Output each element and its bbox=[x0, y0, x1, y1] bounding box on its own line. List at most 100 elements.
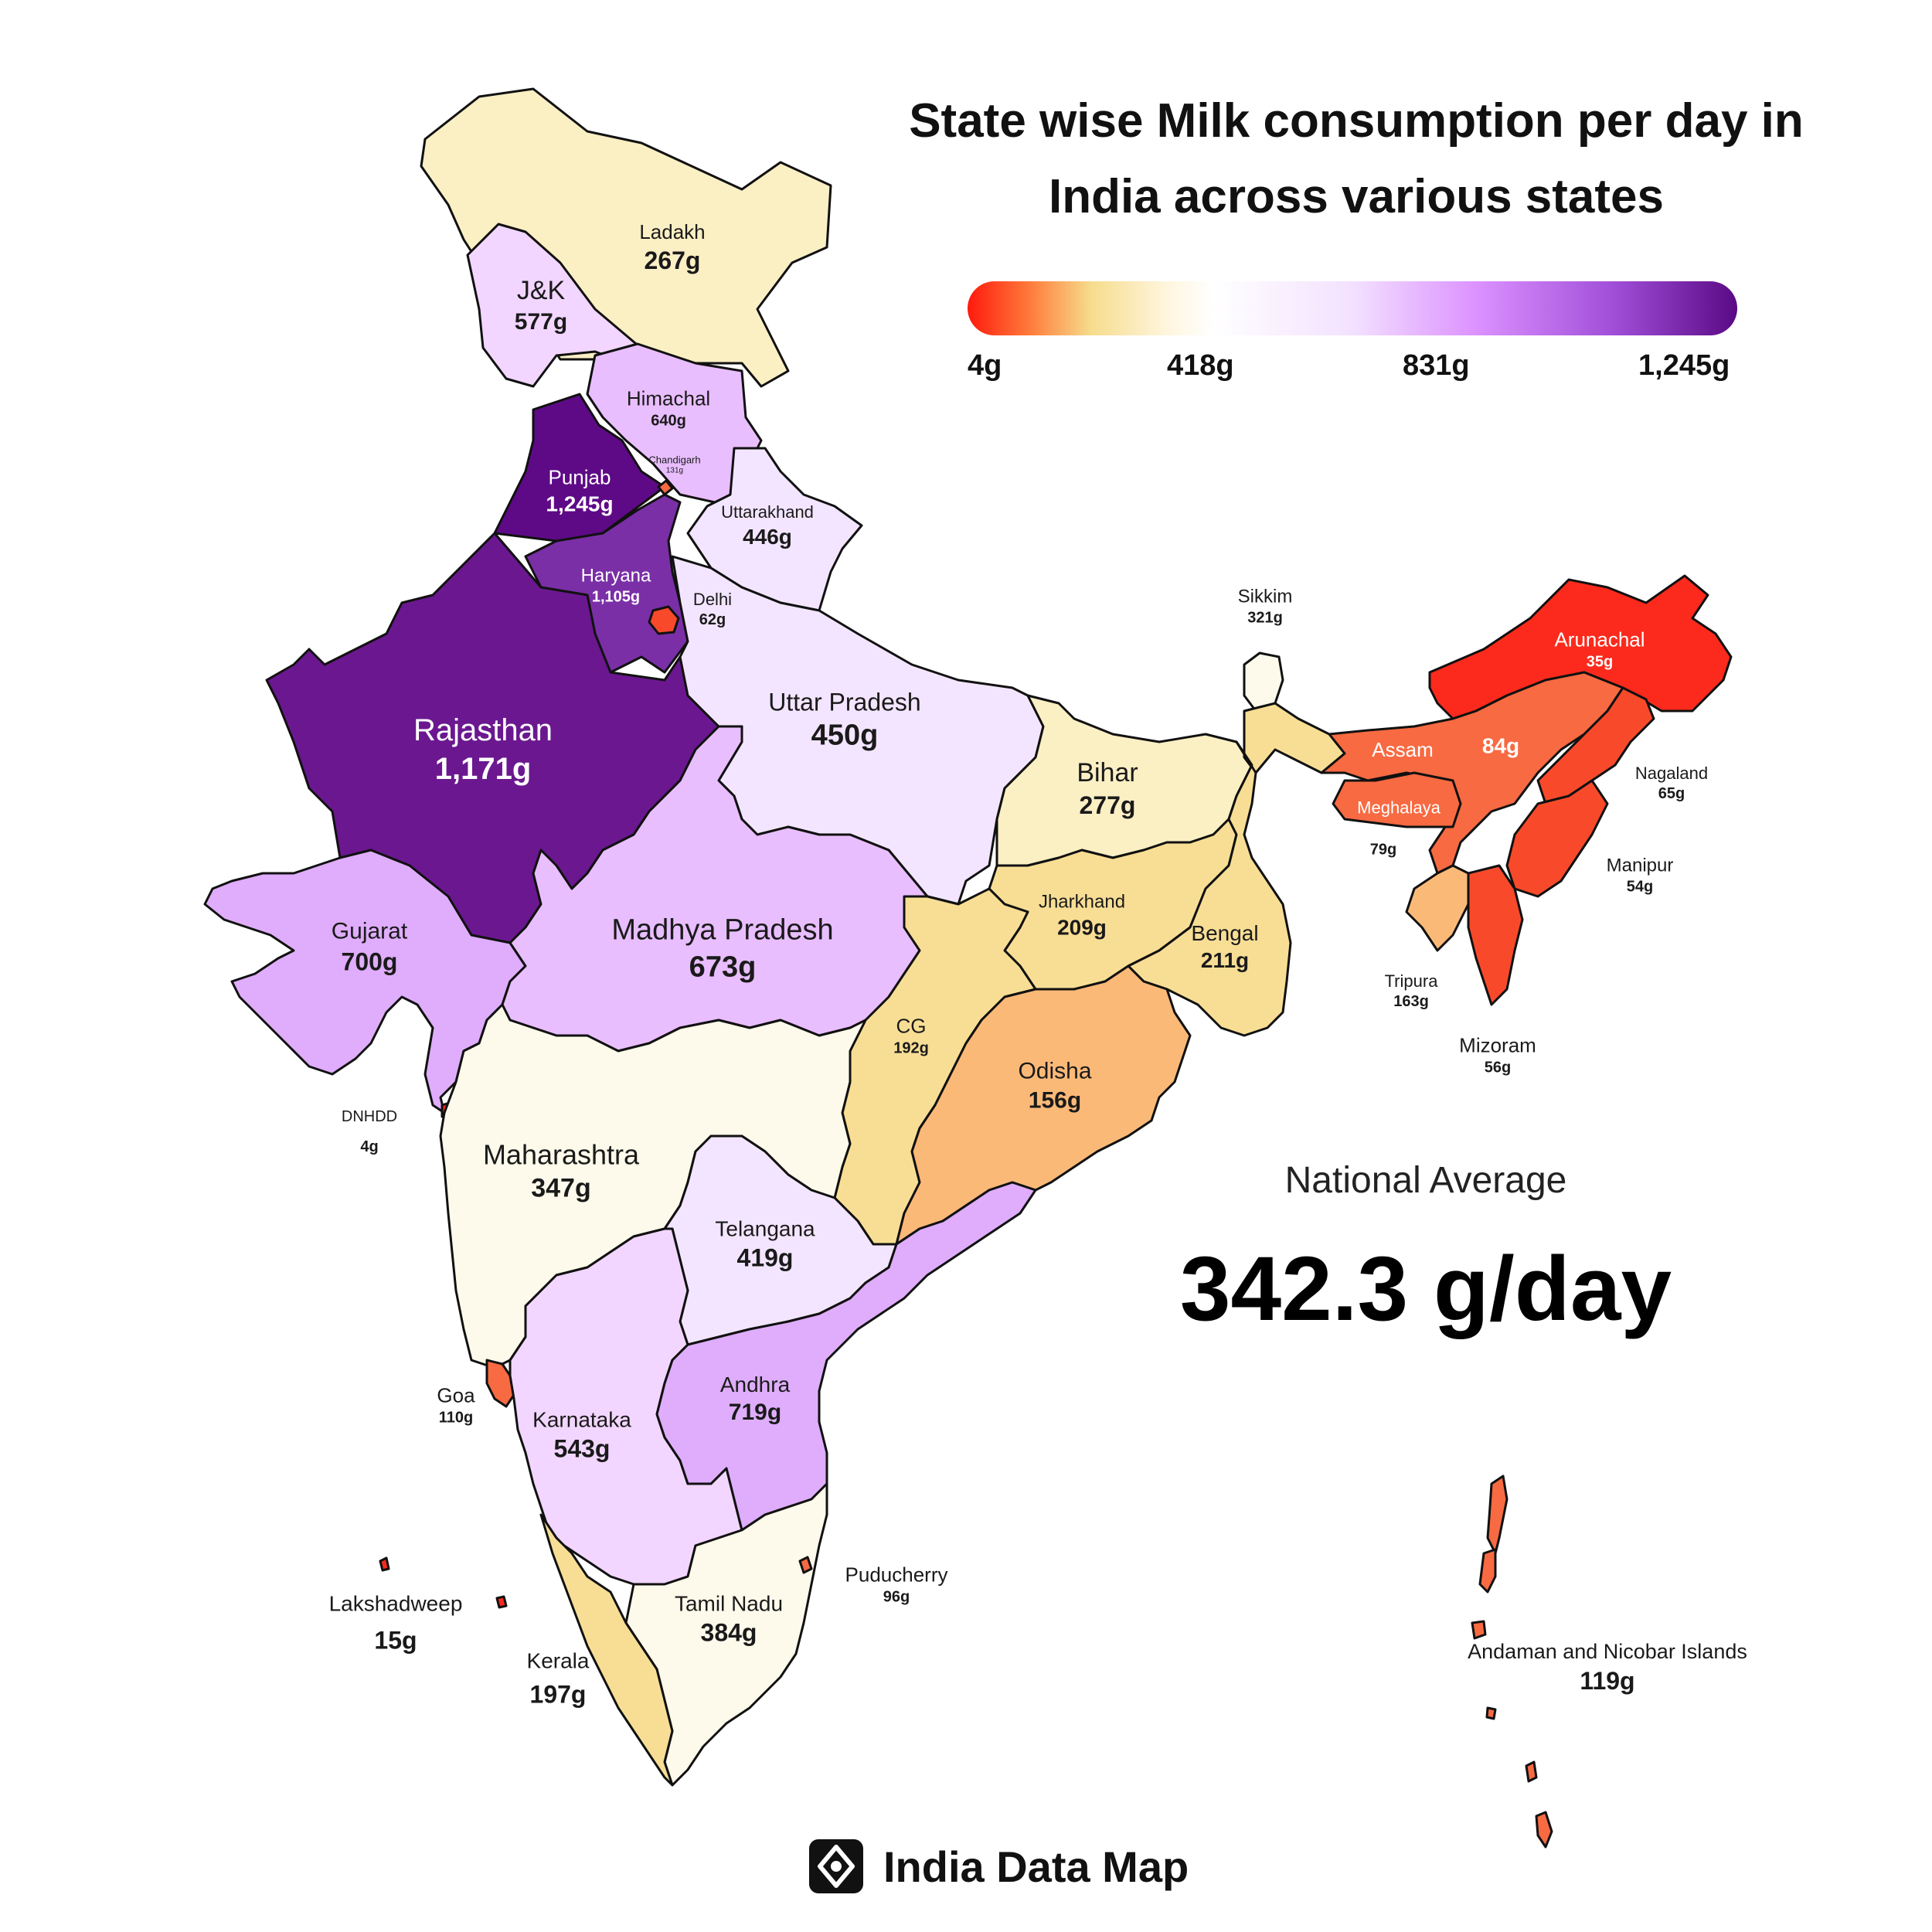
color-legend-bar bbox=[968, 281, 1737, 335]
state-value: 347g bbox=[531, 1173, 591, 1203]
label-ladakh: Ladakh 267g bbox=[639, 219, 705, 276]
state-value: 35g bbox=[1586, 652, 1614, 670]
state-shape-bengal-north[interactable] bbox=[1243, 702, 1346, 774]
chart-title: State wise Milk consumption per day in I… bbox=[909, 94, 1804, 223]
state-shape-andaman-2[interactable] bbox=[1478, 1548, 1497, 1594]
state-name: CG bbox=[896, 1014, 927, 1038]
state-name: Uttar Pradesh bbox=[768, 688, 921, 716]
label-mizoram: Mizoram 56g bbox=[1459, 1032, 1536, 1077]
state-name: Andaman and Nicobar Islands bbox=[1468, 1640, 1747, 1664]
state-value: 96g bbox=[883, 1587, 910, 1605]
legend-tick-min: 4g bbox=[968, 349, 1002, 382]
state-name: Lakshadweep bbox=[328, 1591, 463, 1616]
label-delhi: Delhi 62g bbox=[693, 589, 732, 630]
label-uttarakhand: Uttarakhand 446g bbox=[721, 502, 814, 550]
label-karnataka: Karnataka 543g bbox=[532, 1406, 631, 1464]
state-shape-nagaland[interactable] bbox=[1536, 686, 1655, 805]
state-name: Haryana bbox=[580, 565, 651, 587]
state-name: Andhra bbox=[719, 1372, 791, 1396]
state-value: 119g bbox=[1580, 1666, 1635, 1695]
state-name: Odisha bbox=[1018, 1058, 1092, 1084]
legend-tick-2: 418g bbox=[1167, 349, 1234, 382]
state-shape-lakshadweep-b[interactable] bbox=[495, 1595, 508, 1609]
state-name: Maharashtra bbox=[482, 1138, 640, 1171]
label-lakshadweep: Lakshadweep 15g bbox=[329, 1590, 463, 1656]
state-shape-bengal[interactable] bbox=[1127, 740, 1292, 1037]
state-value: 719g bbox=[728, 1399, 782, 1425]
state-shape-delhi[interactable] bbox=[648, 605, 680, 635]
state-shape-uttarakhand[interactable] bbox=[686, 447, 863, 612]
state-name: Puducherry bbox=[845, 1563, 948, 1587]
state-value: 209g bbox=[1057, 915, 1107, 940]
state-name: Meghalaya bbox=[1357, 798, 1440, 818]
state-shape-andaman-1[interactable] bbox=[1486, 1475, 1509, 1555]
state-shape-andaman-6[interactable] bbox=[1535, 1811, 1553, 1849]
state-shape-kerala[interactable] bbox=[539, 1513, 674, 1787]
brand-name: India Data Map bbox=[883, 1842, 1189, 1891]
state-value: 65g bbox=[1658, 784, 1685, 802]
label-andaman: Andaman and Nicobar Islands 119g bbox=[1468, 1639, 1747, 1696]
label-punjab: Punjab 1,245g bbox=[546, 464, 613, 517]
state-value: 156g bbox=[1028, 1087, 1082, 1113]
legend-tick-max: 1,245g bbox=[1638, 349, 1730, 382]
label-kerala: Kerala 197g bbox=[527, 1648, 590, 1710]
state-shape-tripura[interactable] bbox=[1405, 864, 1470, 952]
state-value: 277g bbox=[1079, 791, 1136, 819]
label-meghalaya-value: 79g bbox=[1370, 841, 1396, 860]
label-odisha: Odisha 156g bbox=[1018, 1057, 1091, 1115]
state-shape-puducherry[interactable] bbox=[798, 1556, 813, 1574]
label-up: Uttar Pradesh 450g bbox=[768, 686, 920, 754]
state-name: Uttarakhand bbox=[721, 502, 814, 522]
state-value: 419g bbox=[736, 1243, 794, 1272]
label-bengal: Bengal 211g bbox=[1191, 920, 1258, 974]
state-shape-manipur[interactable] bbox=[1505, 779, 1609, 898]
state-name: Mizoram bbox=[1459, 1033, 1536, 1057]
state-value: 577g bbox=[514, 308, 568, 335]
state-value: 446g bbox=[743, 524, 792, 549]
label-gujarat: Gujarat 700g bbox=[332, 917, 407, 977]
state-name: Chandigarh bbox=[648, 454, 701, 466]
state-value: 543g bbox=[553, 1434, 611, 1463]
state-name: Madhya Pradesh bbox=[611, 913, 834, 947]
state-value: 267g bbox=[644, 246, 701, 274]
state-value: 15g bbox=[374, 1626, 417, 1655]
label-andhra: Andhra 719g bbox=[720, 1371, 790, 1427]
state-shape-chandigarh[interactable] bbox=[657, 479, 674, 496]
legend-tick-3: 831g bbox=[1403, 349, 1470, 382]
state-shape-assam[interactable] bbox=[1320, 671, 1624, 875]
state-shape-meghalaya[interactable] bbox=[1332, 771, 1462, 828]
state-name: Bengal bbox=[1191, 921, 1259, 945]
label-chandigarh: Chandigarh 131g bbox=[648, 454, 700, 477]
state-value: 84g bbox=[1481, 733, 1520, 758]
state-name: Bihar bbox=[1077, 757, 1138, 787]
label-rajasthan: Rajasthan 1,171g bbox=[413, 711, 553, 788]
state-shape-andaman-5[interactable] bbox=[1525, 1760, 1538, 1783]
label-assam-value: 84g bbox=[1482, 733, 1519, 760]
state-value: 700g bbox=[341, 947, 398, 975]
state-name: Goa bbox=[437, 1383, 475, 1407]
state-value: 673g bbox=[689, 951, 757, 983]
national-average-label: National Average bbox=[1284, 1160, 1567, 1201]
state-shape-goa[interactable] bbox=[485, 1359, 515, 1408]
state-shape-andaman-4[interactable] bbox=[1485, 1706, 1497, 1720]
label-tripura: Tripura 163g bbox=[1385, 971, 1438, 1012]
state-name: Ladakh bbox=[639, 219, 706, 243]
state-name: Punjab bbox=[548, 465, 611, 489]
state-shape-mizoram[interactable] bbox=[1467, 864, 1524, 1006]
state-name: Tripura bbox=[1384, 971, 1438, 991]
state-name: Assam bbox=[1372, 737, 1434, 761]
state-name: Gujarat bbox=[331, 918, 408, 944]
state-name: Rajasthan bbox=[413, 713, 553, 747]
label-nagaland: Nagaland 65g bbox=[1635, 763, 1708, 804]
label-manipur: Manipur 54g bbox=[1607, 855, 1674, 897]
state-shape-lakshadweep-a[interactable] bbox=[379, 1556, 390, 1572]
label-goa: Goa 110g bbox=[437, 1383, 474, 1427]
state-value: 79g bbox=[1369, 841, 1397, 859]
state-shape-sikkim[interactable] bbox=[1243, 651, 1284, 713]
state-value: 211g bbox=[1200, 948, 1250, 972]
state-value: 192g bbox=[893, 1039, 929, 1056]
label-arunachal: Arunachal 35g bbox=[1554, 627, 1645, 672]
state-shape-andaman-3[interactable] bbox=[1471, 1620, 1487, 1640]
